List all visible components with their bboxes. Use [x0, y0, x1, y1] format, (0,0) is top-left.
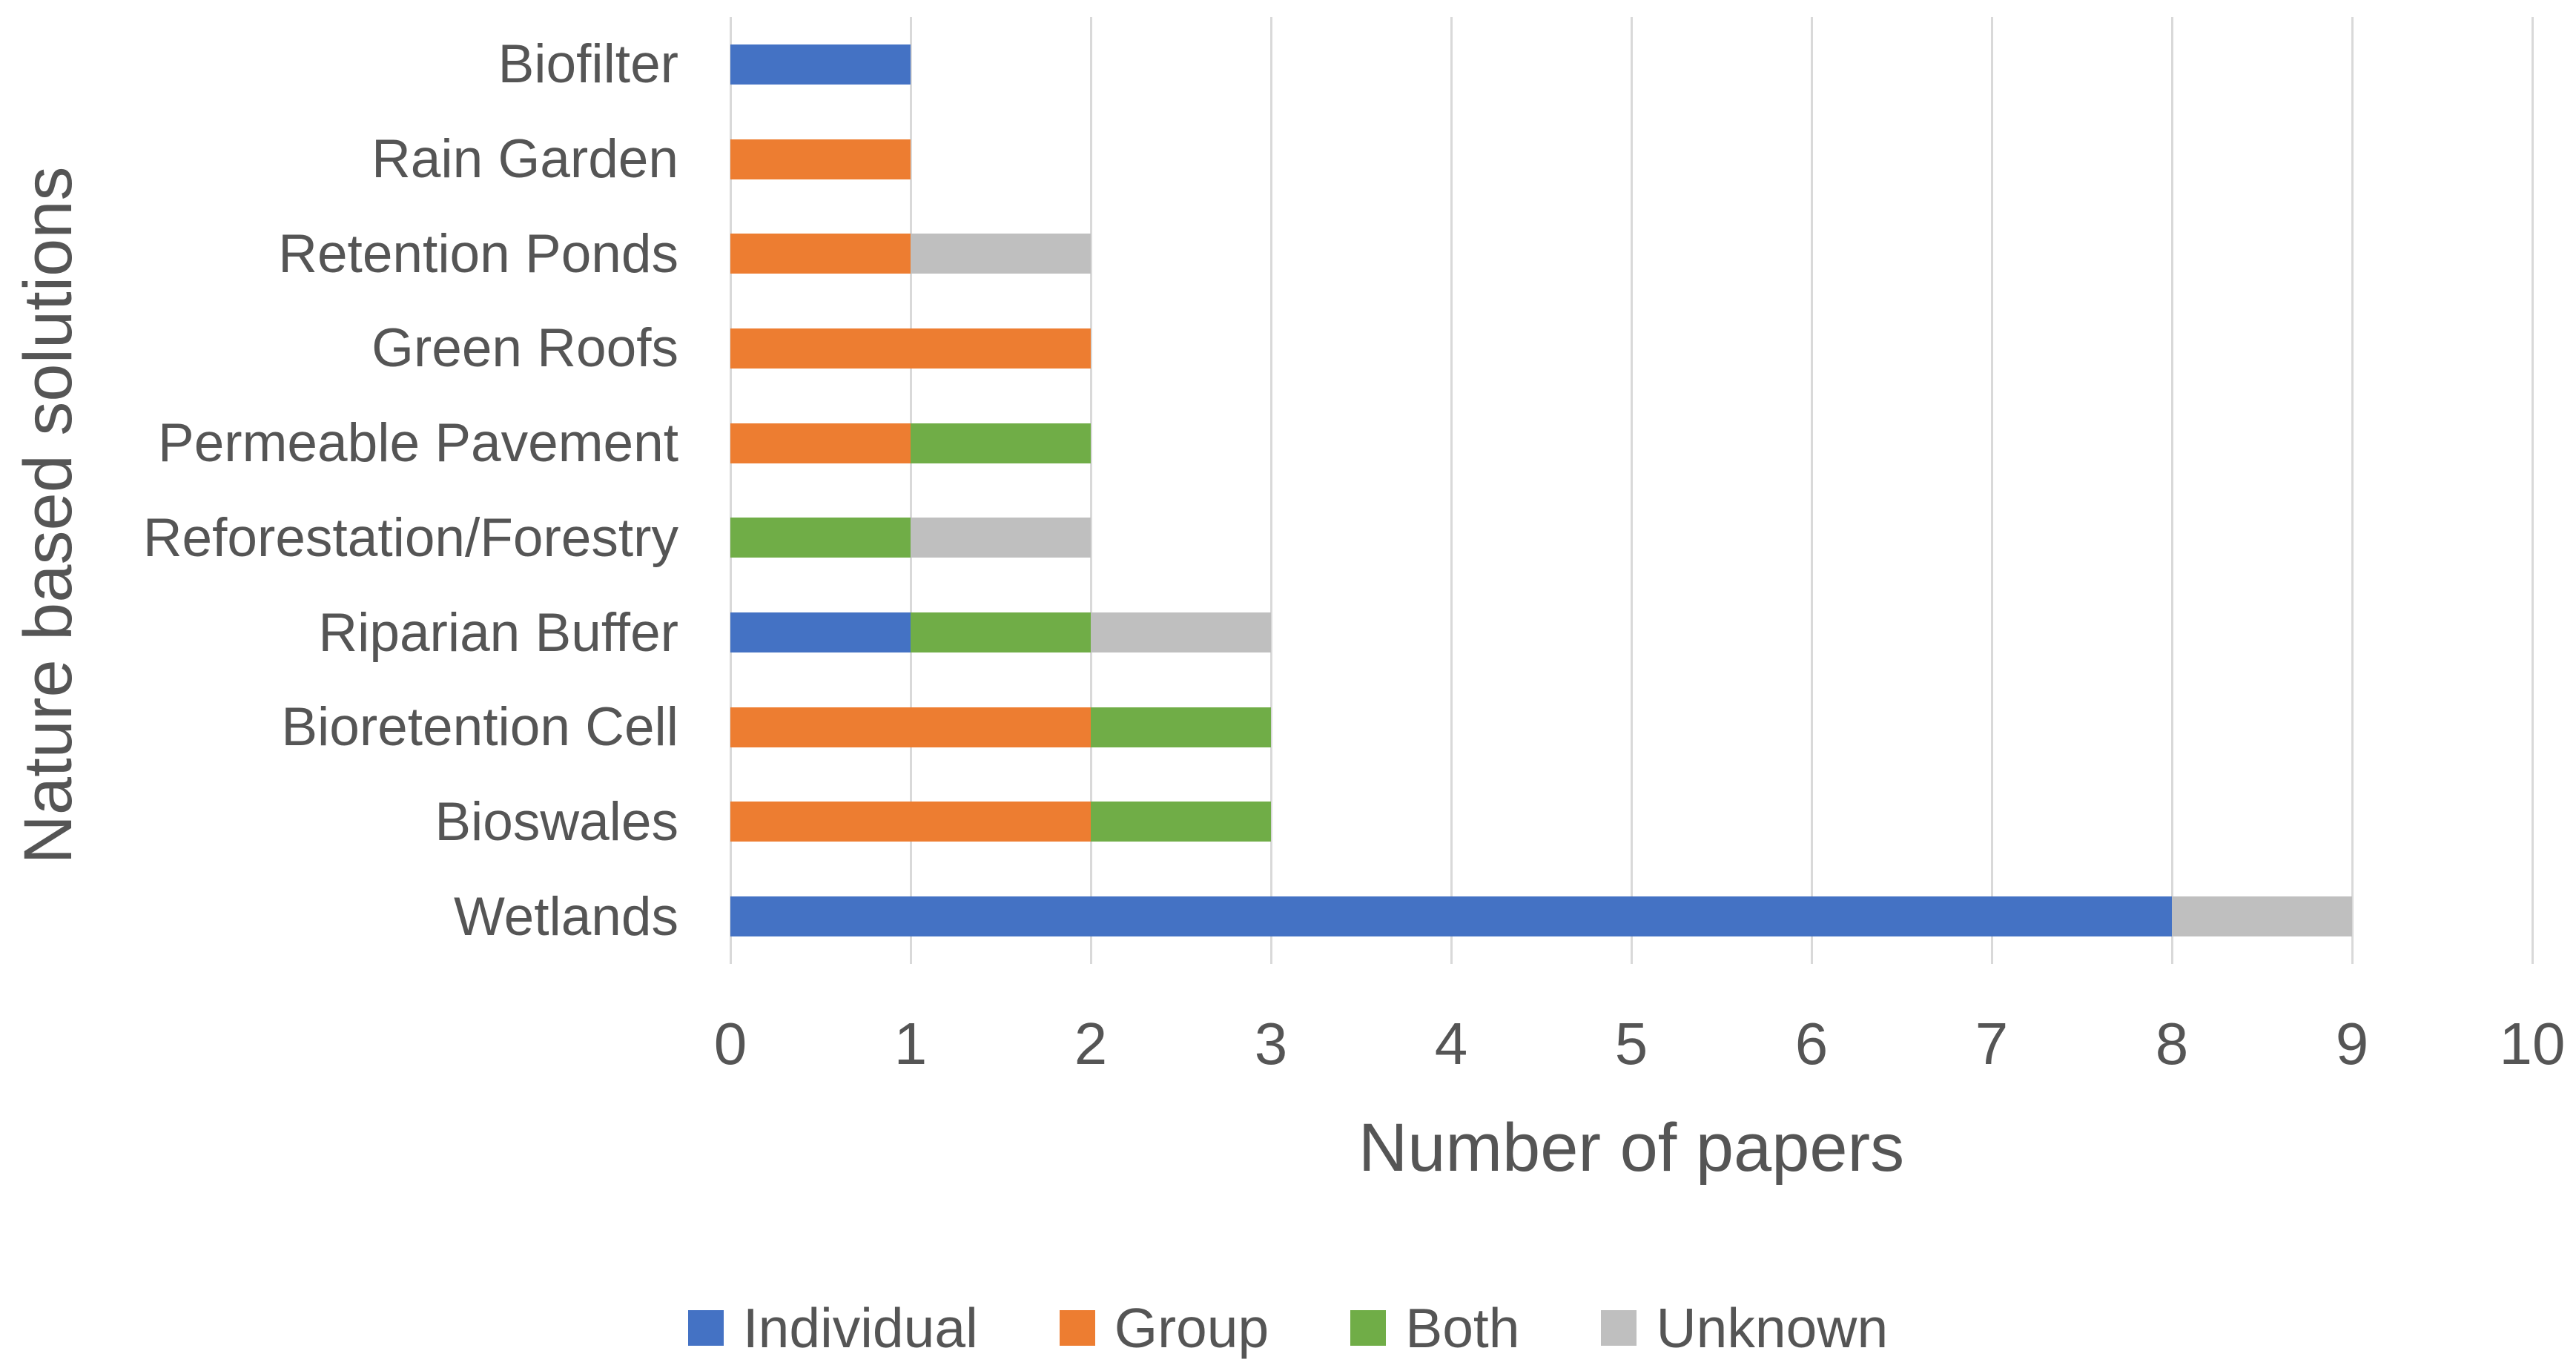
stacked-bar	[730, 423, 2532, 463]
gridline	[909, 17, 912, 964]
x-axis-tick-label: 5	[1614, 1011, 1648, 1077]
x-axis-tick-label: 4	[1434, 1011, 1468, 1077]
stacked-bar	[730, 612, 2532, 653]
stacked-bar	[730, 234, 2532, 274]
bar-row	[730, 396, 2532, 491]
bar-row	[730, 112, 2532, 207]
category-label: Biofilter	[498, 34, 678, 95]
bar-segment-individual	[730, 44, 911, 85]
bar-segment-group	[730, 802, 1091, 842]
bar-row	[730, 206, 2532, 301]
bar-row	[730, 301, 2532, 396]
legend-swatch	[1059, 1310, 1095, 1346]
bar-segment-group	[730, 328, 1091, 369]
x-axis-tick-label: 0	[713, 1011, 747, 1077]
category-label: Riparian Buffer	[318, 602, 678, 663]
bar-segment-individual	[730, 612, 911, 653]
bar-segment-both	[730, 518, 911, 558]
gridline	[729, 17, 732, 964]
bar-segment-unknown	[2172, 896, 2352, 937]
category-labels: Biofilter Rain Garden Retention Ponds Green…	[0, 17, 678, 964]
x-axis-tick-label: 6	[1794, 1011, 1829, 1077]
legend-label: Group	[1114, 1297, 1269, 1359]
gridline	[1089, 17, 1092, 964]
plot-area	[729, 17, 2534, 964]
x-axis-ticks: 0 1 2 3 4 5 6 7 8 9 10	[714, 1011, 2566, 1085]
bar-segment-group	[730, 707, 1091, 747]
category-label: Green Roofs	[371, 318, 678, 379]
stacked-bar	[730, 518, 2532, 558]
bar-segment-unknown	[911, 518, 1091, 558]
x-axis-tick-label: 3	[1254, 1011, 1288, 1077]
bar-segment-both	[1091, 707, 1271, 747]
gridline	[2351, 17, 2354, 964]
category-label: Rain Garden	[371, 129, 678, 190]
stacked-bar	[730, 44, 2532, 85]
bar-segment-unknown	[1091, 612, 1271, 653]
x-axis-title: Number of papers	[1358, 1110, 1905, 1186]
bar-row	[730, 869, 2532, 964]
bar-segment-individual	[730, 896, 2172, 937]
bar-row	[730, 17, 2532, 112]
gridline	[1810, 17, 1813, 964]
legend-label: Individual	[742, 1297, 978, 1359]
stacked-bar	[730, 896, 2532, 937]
bar-segment-both	[1091, 802, 1271, 842]
bar-rows	[730, 17, 2532, 964]
gridline	[2170, 17, 2173, 964]
category-label: Reforestation/Forestry	[142, 507, 678, 568]
bar-segment-group	[730, 423, 911, 463]
gridline	[1450, 17, 1453, 964]
bar-segment-unknown	[911, 234, 1091, 274]
bar-segment-both	[911, 612, 1091, 653]
category-label: Bioretention Cell	[281, 697, 678, 758]
legend-item-group: Group	[1059, 1296, 1269, 1360]
legend-swatch	[687, 1310, 724, 1346]
bar-row	[730, 775, 2532, 870]
stacked-bar	[730, 328, 2532, 369]
legend-item-unknown: Unknown	[1601, 1296, 1888, 1360]
bar-segment-group	[730, 139, 911, 179]
bar-row	[730, 585, 2532, 680]
legend: Individual Group Both Unknown	[0, 1296, 2576, 1360]
category-label: Retention Ponds	[278, 223, 678, 284]
x-axis-tick-label: 8	[2155, 1011, 2189, 1077]
category-label: Wetlands	[454, 886, 678, 947]
stacked-bar	[730, 802, 2532, 842]
x-axis-tick-label: 2	[1074, 1011, 1108, 1077]
gridline	[1990, 17, 1993, 964]
legend-item-individual: Individual	[687, 1296, 978, 1360]
stacked-bar	[730, 707, 2532, 747]
legend-swatch	[1601, 1310, 1637, 1346]
x-axis-tick-label: 10	[2499, 1011, 2566, 1077]
legend-swatch	[1350, 1310, 1387, 1346]
bar-row	[730, 491, 2532, 586]
category-label: Bioswales	[435, 791, 678, 852]
stacked-bar	[730, 139, 2532, 179]
x-axis-tick-label: 9	[2335, 1011, 2369, 1077]
category-label: Permeable Pavement	[158, 413, 678, 474]
x-axis-tick-label: 7	[1975, 1011, 2009, 1077]
bar-segment-group	[730, 234, 911, 274]
bar-row	[730, 680, 2532, 775]
gridline	[1630, 17, 1633, 964]
gridline	[2531, 17, 2534, 964]
bar-segment-both	[911, 423, 1091, 463]
legend-label: Both	[1405, 1297, 1520, 1359]
gridline	[1269, 17, 1272, 964]
legend-item-both: Both	[1350, 1296, 1519, 1360]
legend-label: Unknown	[1656, 1297, 1889, 1359]
x-axis-tick-label: 1	[894, 1011, 928, 1077]
